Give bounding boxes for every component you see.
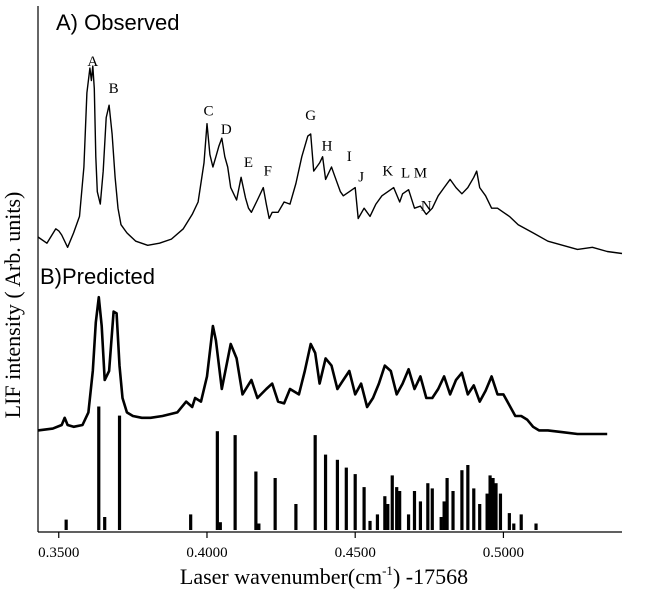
stick-43 [507,513,511,530]
peak-label-m: M [414,165,427,181]
stick-41 [494,483,498,530]
stick-25 [406,514,411,530]
stick-0 [64,519,68,530]
x-axis-label-tail: ) -17568 [393,564,468,589]
series-observed [37,65,623,255]
stick-5 [215,431,219,530]
x-tick-label-1: 0.4000 [186,545,227,561]
stick-45 [519,514,523,530]
peak-label-g: G [305,108,316,124]
stick-31 [442,501,446,530]
stick-20 [383,496,387,530]
stick-40 [491,478,495,530]
stick-19 [375,514,380,530]
stick-10 [273,478,277,530]
series-predicted [37,295,608,436]
stick-9 [257,523,261,530]
stick-27 [418,501,423,530]
stick-37 [478,504,482,530]
peak-label-e: E [244,155,253,171]
peak-label-i: I [347,149,352,165]
stick-2 [103,517,107,530]
stick-22 [390,475,394,530]
x-tick-label-3: 0.5000 [483,545,524,561]
x-axis-label: Laser wavenumber(cm-1) -17568 [180,563,468,589]
peak-label-a: A [87,54,98,70]
peak-label-d: D [221,122,232,138]
stick-11 [294,504,298,530]
panel-label-predicted: B)Predicted [40,264,155,289]
stick-44 [512,523,516,530]
x-tick-label-2: 0.4500 [335,545,376,561]
stick-13 [323,454,328,530]
stick-7 [233,435,237,530]
stick-3 [117,415,122,530]
stick-32 [445,478,449,530]
series-line-observed [37,65,623,255]
stick-15 [344,467,348,530]
stick-24 [398,491,402,530]
stick-35 [466,465,470,530]
stick-28 [426,483,430,530]
stick-18 [368,520,372,530]
panel-label-observed: A) Observed [56,10,180,35]
stick-spectrum [64,406,538,530]
stick-30 [439,517,443,530]
stick-39 [488,475,492,530]
series-line-predicted [37,295,608,436]
x-axis-label-sup: -1 [382,563,393,578]
peak-label-b: B [109,81,119,97]
stick-14 [335,459,340,530]
stick-46 [534,523,538,530]
stick-4 [189,514,193,530]
stick-42 [498,493,503,530]
stick-1 [97,406,101,530]
stick-33 [451,491,455,530]
peak-label-l: L [401,165,410,181]
stick-8 [254,471,258,530]
x-tick-label-0: 0.3500 [38,545,79,561]
peak-label-h: H [322,139,333,155]
peak-label-n: N [421,198,432,214]
stick-16 [353,474,357,530]
stick-34 [460,470,464,530]
stick-38 [485,493,489,530]
peak-label-j: J [358,170,364,186]
y-axis-label: LIF intensity ( Arb. units) [0,192,25,419]
x-axis-label-main: Laser wavenumber(cm [180,564,382,589]
peak-label-k: K [382,163,393,179]
stick-29 [430,488,434,530]
stick-6 [218,522,222,530]
stick-23 [395,487,399,530]
peak-label-c: C [203,104,213,120]
stick-36 [472,488,476,530]
stick-21 [386,504,390,530]
x-ticks: 0.3500 0.4000 0.4500 0.5000 [38,532,524,561]
stick-17 [362,487,366,530]
peak-label-f: F [264,163,272,179]
stick-12 [313,435,317,530]
stick-26 [412,491,417,530]
